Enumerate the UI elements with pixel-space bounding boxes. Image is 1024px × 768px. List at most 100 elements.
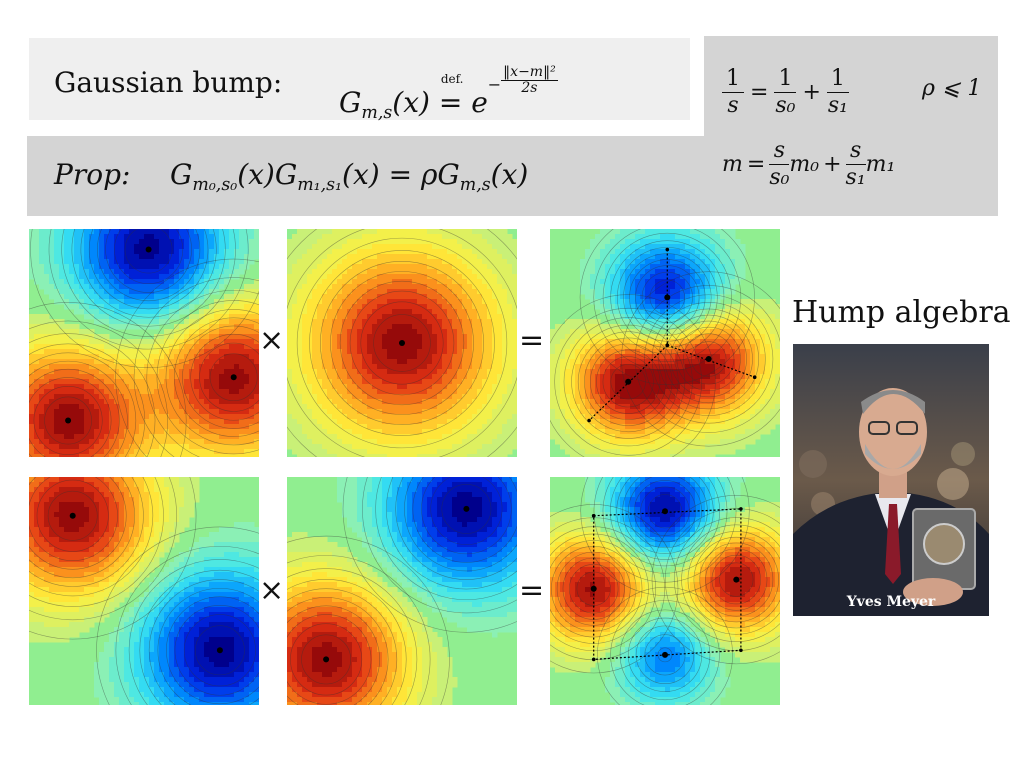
contour-cell: [149, 229, 155, 235]
contour-cell: [164, 354, 170, 360]
contour-cell: [680, 269, 686, 275]
contour-cell: [219, 329, 225, 335]
contour-cell: [244, 374, 250, 380]
contour-cell: [382, 429, 388, 435]
contour-cell: [377, 429, 383, 435]
contour-cell: [29, 389, 35, 395]
contour-cell: [427, 374, 433, 380]
contour-cell: [239, 314, 245, 320]
contour-cell: [372, 449, 378, 455]
contour-cell: [322, 304, 328, 310]
contour-cell: [129, 434, 135, 440]
contour-cell: [630, 234, 636, 240]
contour-cell: [94, 394, 100, 400]
contour-cell: [347, 399, 353, 405]
contour-cell: [292, 279, 298, 285]
contour-cell: [357, 354, 363, 360]
contour-cell: [362, 269, 368, 275]
contour-cell: [307, 319, 313, 325]
contour-cell: [412, 404, 418, 410]
contour-line: [296, 237, 508, 449]
contour-cell: [770, 334, 776, 340]
contour-cell: [244, 244, 250, 250]
contour-cell: [442, 349, 448, 355]
contour-cell: [194, 424, 200, 430]
contour-cell: [655, 274, 661, 280]
contour-cell: [59, 274, 65, 280]
contour-cell: [700, 279, 706, 285]
contour-cell: [297, 289, 303, 295]
contour-cell: [710, 239, 716, 245]
contour-cell: [194, 354, 200, 360]
contour-cell: [184, 239, 190, 245]
contour-cell: [775, 334, 780, 340]
contour-cell: [189, 359, 195, 365]
contour-cell: [307, 404, 313, 410]
contour-cell: [164, 384, 170, 390]
contour-cell: [332, 269, 338, 275]
contour-cell: [174, 324, 180, 330]
contour-cell: [244, 324, 250, 330]
contour-cell: [670, 279, 676, 285]
contour-cell: [244, 259, 250, 265]
contour-cell: [317, 234, 323, 240]
contour-cell: [492, 274, 498, 280]
contour-cell: [229, 404, 235, 410]
contour-cell: [84, 269, 90, 275]
contour-cell: [600, 294, 606, 300]
contour-cell: [362, 369, 368, 375]
contour-cell: [497, 279, 503, 285]
contour-cell: [169, 399, 175, 405]
contour-cell: [239, 309, 245, 315]
contour-cell: [219, 229, 225, 235]
contour-cell: [367, 249, 373, 255]
contour-cell: [412, 379, 418, 385]
contour-cell: [362, 254, 368, 260]
contour-cell: [700, 249, 706, 255]
contour-cell: [347, 359, 353, 365]
contour-cell: [625, 239, 631, 245]
contour-cell: [327, 369, 333, 375]
contour-cell: [234, 239, 240, 245]
contour-cell: [29, 259, 35, 265]
contour-cell: [710, 314, 716, 320]
contour-cell: [199, 319, 205, 325]
contour-cell: [337, 264, 343, 270]
contour-cell: [417, 339, 423, 345]
contour-cell: [367, 379, 373, 385]
contour-cell: [302, 299, 308, 305]
contour-cell: [104, 369, 110, 375]
contour-cell: [487, 309, 493, 315]
contour-cell: [74, 239, 80, 245]
contour-cell: [595, 344, 601, 350]
contour-cell: [224, 299, 230, 305]
contour-cell: [307, 449, 313, 455]
contour-cell: [690, 294, 696, 300]
contour-cell: [487, 429, 493, 435]
contour-cell: [377, 419, 383, 425]
contour-cell: [462, 449, 468, 455]
contour-cell: [382, 344, 388, 350]
contour-cell: [367, 309, 373, 315]
contour-cell: [307, 289, 313, 295]
contour-cell: [29, 399, 35, 405]
contour-cell: [422, 449, 428, 455]
contour-cell: [99, 414, 105, 420]
contour-cell: [89, 429, 95, 435]
contour-cell: [392, 264, 398, 270]
contour-cell: [189, 394, 195, 400]
contour-cell: [620, 329, 626, 335]
contour-cell: [467, 289, 473, 295]
contour-cell: [74, 449, 80, 455]
contour-cell: [347, 319, 353, 325]
contour-cell: [254, 229, 259, 235]
contour-cell: [179, 404, 185, 410]
contour-cell: [312, 279, 318, 285]
contour-cell: [189, 424, 195, 430]
contour-cell: [347, 384, 353, 390]
contour-cell: [139, 234, 145, 240]
contour-cell: [104, 304, 110, 310]
contour-cell: [184, 324, 190, 330]
contour-cell: [720, 259, 726, 265]
contour-cell: [407, 369, 413, 375]
